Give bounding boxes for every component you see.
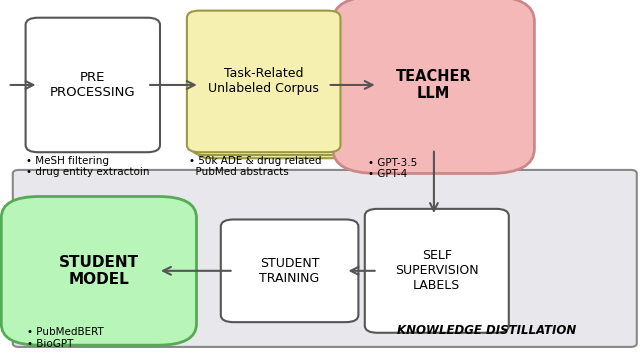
Text: TEACHER
LLM: TEACHER LLM (396, 69, 472, 101)
Text: STUDENT
MODEL: STUDENT MODEL (59, 255, 139, 287)
FancyBboxPatch shape (197, 20, 351, 158)
Text: SELF
SUPERVISION
LABELS: SELF SUPERVISION LABELS (395, 249, 479, 292)
Text: • GPT-3.5
• GPT-4: • GPT-3.5 • GPT-4 (368, 158, 417, 179)
Text: Task-Related
Unlabeled Corpus: Task-Related Unlabeled Corpus (208, 67, 319, 96)
Text: • MeSH filtering
• drug entity extractoin: • MeSH filtering • drug entity extractoi… (26, 156, 149, 177)
FancyBboxPatch shape (187, 11, 340, 152)
Text: STUDENT
TRAINING: STUDENT TRAINING (259, 257, 320, 285)
Text: • PubMedBERT
• BioGPT: • PubMedBERT • BioGPT (27, 327, 104, 349)
FancyBboxPatch shape (365, 209, 509, 333)
FancyBboxPatch shape (333, 0, 534, 173)
FancyBboxPatch shape (13, 170, 637, 347)
FancyBboxPatch shape (192, 17, 346, 155)
FancyBboxPatch shape (1, 196, 196, 345)
Text: KNOWLEDGE DISTILLATION: KNOWLEDGE DISTILLATION (397, 324, 576, 337)
Text: • 50k ADE & drug related
  PubMed abstracts: • 50k ADE & drug related PubMed abstract… (189, 156, 321, 177)
FancyBboxPatch shape (221, 219, 358, 322)
FancyBboxPatch shape (26, 18, 160, 152)
Text: PRE
PROCESSING: PRE PROCESSING (50, 71, 136, 99)
